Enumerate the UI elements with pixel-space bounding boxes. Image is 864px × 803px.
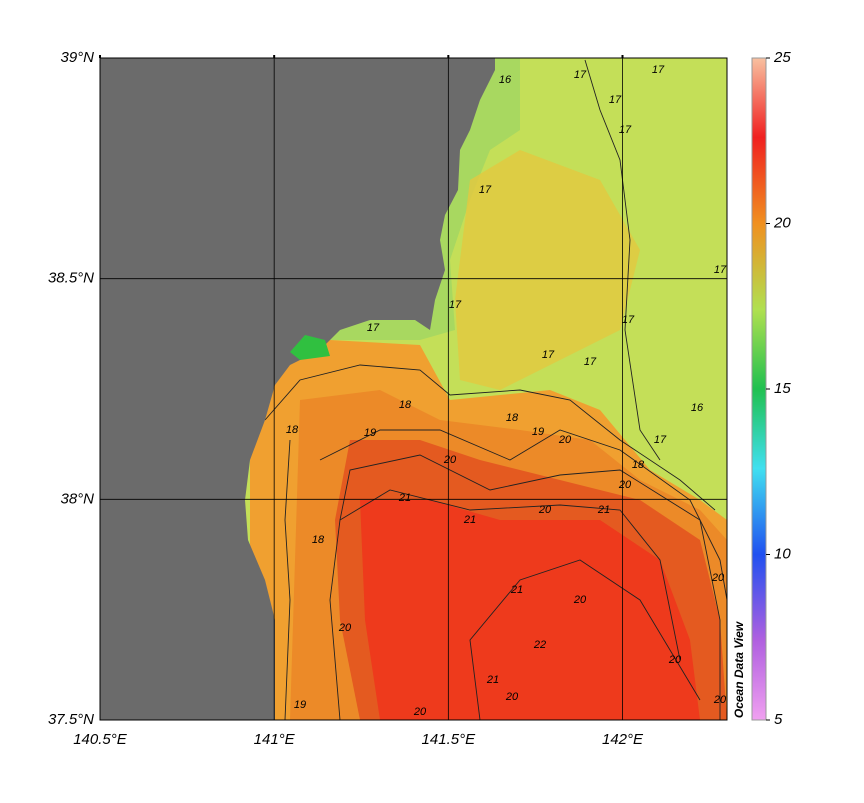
contour-label: 16 <box>691 402 704 414</box>
colorbar-tick-label: 15 <box>774 380 791 397</box>
contour-label: 17 <box>652 64 665 76</box>
contour-label: 17 <box>609 94 622 106</box>
contour-label: 20 <box>413 706 427 718</box>
colorbar-label: Ocean Data View <box>732 621 746 718</box>
map-frame <box>99 57 728 721</box>
contour-label: 20 <box>668 654 682 666</box>
contour-label: 18 <box>286 424 299 436</box>
grid <box>100 58 727 720</box>
colorbar-tick-label: 10 <box>774 545 791 562</box>
y-tick-label: 38°N <box>60 490 94 507</box>
contour-label: 17 <box>542 349 555 361</box>
tick-bar <box>273 55 276 58</box>
contour-label: 21 <box>398 492 411 504</box>
contour-label: 20 <box>443 454 457 466</box>
map-area: 17 17 17 17 17 17 17 17 17 17 17 17 18 18 18 18 18 19 19 19… <box>100 58 727 720</box>
colorbar <box>751 57 767 721</box>
contour-label: 20 <box>505 691 519 703</box>
hot-core <box>360 500 700 720</box>
x-tick-label: 140.5°E <box>73 731 128 748</box>
colorbar-tick-label: 20 <box>773 214 791 231</box>
warm-patch <box>455 150 640 390</box>
contour-label: 20 <box>711 572 725 584</box>
contour-label: 20 <box>713 694 727 706</box>
colorbar-tick-label: 5 <box>774 711 783 728</box>
contour-label: 20 <box>338 622 352 634</box>
tick-bar <box>621 55 624 58</box>
contour-label: 20 <box>538 504 552 516</box>
contour-label: 20 <box>618 479 632 491</box>
contour-label: 17 <box>622 314 635 326</box>
contour-label: 18 <box>632 459 645 471</box>
land <box>100 58 495 720</box>
contour-label: 17 <box>574 69 587 81</box>
contour-label: 21 <box>463 514 476 526</box>
contours <box>264 59 727 720</box>
contour-label: 20 <box>573 594 587 606</box>
x-tick-label: 141.5°E <box>422 731 477 748</box>
contour-label: 21 <box>597 504 610 516</box>
contour-label: 17 <box>449 299 462 311</box>
contour-label: 19 <box>532 426 544 438</box>
contour-label: 17 <box>584 356 597 368</box>
tick-bar <box>99 55 101 58</box>
colorbar-tick-label: 25 <box>773 49 791 66</box>
contour-label: 22 <box>533 639 546 651</box>
contour-label: 21 <box>510 584 523 596</box>
x-tick-label: 141°E <box>254 731 296 748</box>
contour-label: 18 <box>312 534 325 546</box>
x-tick-label: 142°E <box>602 731 644 748</box>
contour-label: 20 <box>558 434 572 446</box>
contour-label: 16 <box>499 74 512 86</box>
y-tick-label: 38.5°N <box>48 270 94 287</box>
y-tick-label: 39°N <box>60 49 94 66</box>
tick-bar <box>447 55 450 58</box>
contour-label: 18 <box>506 412 519 424</box>
y-tick-label: 37.5°N <box>48 711 94 728</box>
contour-labels: 17 17 17 17 17 17 17 17 17 17 17 17 18 18 18 18 18 19 19 19… <box>286 64 727 718</box>
contour-label: 19 <box>364 427 376 439</box>
contour-label: 17 <box>654 434 667 446</box>
contour-label: 17 <box>479 184 492 196</box>
contour-label: 17 <box>714 264 727 276</box>
coastal-water <box>290 335 330 360</box>
contour-label: 17 <box>619 124 632 136</box>
contour-label: 19 <box>294 699 306 711</box>
axes: 140.5°E 141°E 141.5°E 142°E 37.5°N 38°N 38.5°N… <box>48 49 791 748</box>
contour-label: 21 <box>486 674 499 686</box>
contour-label: 18 <box>399 399 412 411</box>
contour-label: 17 <box>367 322 380 334</box>
